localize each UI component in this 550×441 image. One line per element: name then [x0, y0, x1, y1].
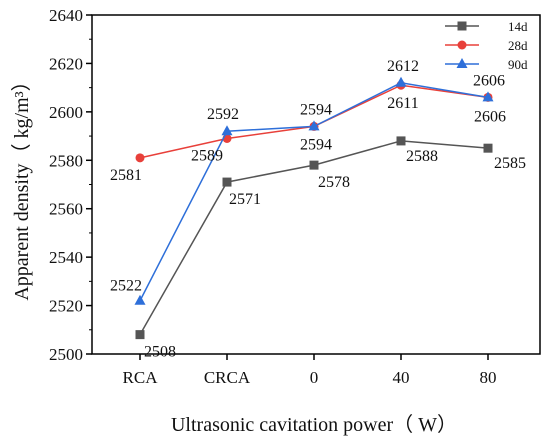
data-point-90d	[482, 91, 494, 102]
x-tick-label: 80	[480, 368, 497, 387]
legend-marker	[456, 58, 468, 68]
data-label-14d: 2585	[494, 155, 526, 172]
legend-label: 90d	[508, 57, 528, 72]
data-label-28d: 2611	[387, 95, 418, 112]
y-tick-label: 2520	[49, 297, 83, 316]
data-point-28d	[135, 153, 145, 163]
x-axis-title: Ultrasonic cavitation power（ W）	[171, 413, 457, 436]
data-point-90d	[308, 120, 320, 131]
data-point-14d	[222, 177, 232, 187]
data-labels: 2508 2571 2578 2588 2585 2581 2589 2594 2611 2606…	[110, 58, 526, 361]
plot-border	[91, 14, 541, 355]
data-label-28d: 2581	[110, 167, 142, 184]
data-label-90d: 2522	[110, 278, 142, 295]
data-point-90d	[134, 294, 146, 305]
legend-item-28d: 28d	[445, 38, 528, 53]
data-label-90d: 2612	[387, 58, 419, 75]
legend-item-90d: 90d	[445, 57, 528, 72]
legend-marker	[457, 40, 467, 50]
y-tick-label: 2620	[49, 54, 83, 73]
legend-item-14d: 14d	[445, 19, 528, 34]
data-point-14d	[309, 160, 319, 170]
data-label-14d: 2588	[406, 148, 438, 165]
data-point-14d	[396, 136, 406, 146]
plot-frame	[91, 14, 541, 355]
data-label-14d: 2508	[144, 344, 176, 361]
series-14d	[135, 136, 493, 340]
data-label-90d: 2594	[300, 101, 332, 118]
y-axis: 2500 2520 2540 2560 2580 2600 2620 2640	[49, 6, 92, 364]
legend-label: 14d	[508, 19, 528, 34]
data-label-28d: 2594	[300, 136, 332, 153]
y-tick-label: 2580	[49, 151, 83, 170]
x-tick-label: CRCA	[204, 368, 251, 387]
data-point-90d	[395, 76, 407, 87]
y-tick-label: 2640	[49, 6, 83, 25]
data-point-90d	[221, 125, 233, 136]
legend: 14d 28d 90d	[445, 19, 528, 72]
series-layer	[134, 76, 494, 340]
y-tick-label: 2500	[49, 345, 83, 364]
series-line-14d	[139, 140, 489, 336]
x-axis: RCA CRCA 0 40 80	[123, 354, 497, 387]
y-axis-title: Apparent density（ kg/m³）	[10, 71, 33, 300]
data-point-14d	[135, 330, 145, 340]
series-90d	[134, 76, 494, 305]
x-tick-label: RCA	[123, 368, 159, 387]
data-label-90d: 2592	[207, 106, 239, 123]
legend-marker	[457, 21, 467, 31]
data-label-90d: 2606	[473, 72, 505, 89]
legend-label: 28d	[508, 38, 528, 53]
data-label-28d: 2589	[191, 147, 223, 164]
y-tick-label: 2560	[49, 200, 83, 219]
y-tick-label: 2600	[49, 103, 83, 122]
data-point-14d	[483, 143, 493, 153]
y-tick-label: 2540	[49, 248, 83, 267]
data-label-14d: 2578	[318, 174, 350, 191]
data-label-14d: 2571	[229, 191, 261, 208]
x-tick-label: 40	[393, 368, 410, 387]
data-label-28d: 2606	[474, 108, 506, 125]
x-tick-label: 0	[310, 368, 319, 387]
